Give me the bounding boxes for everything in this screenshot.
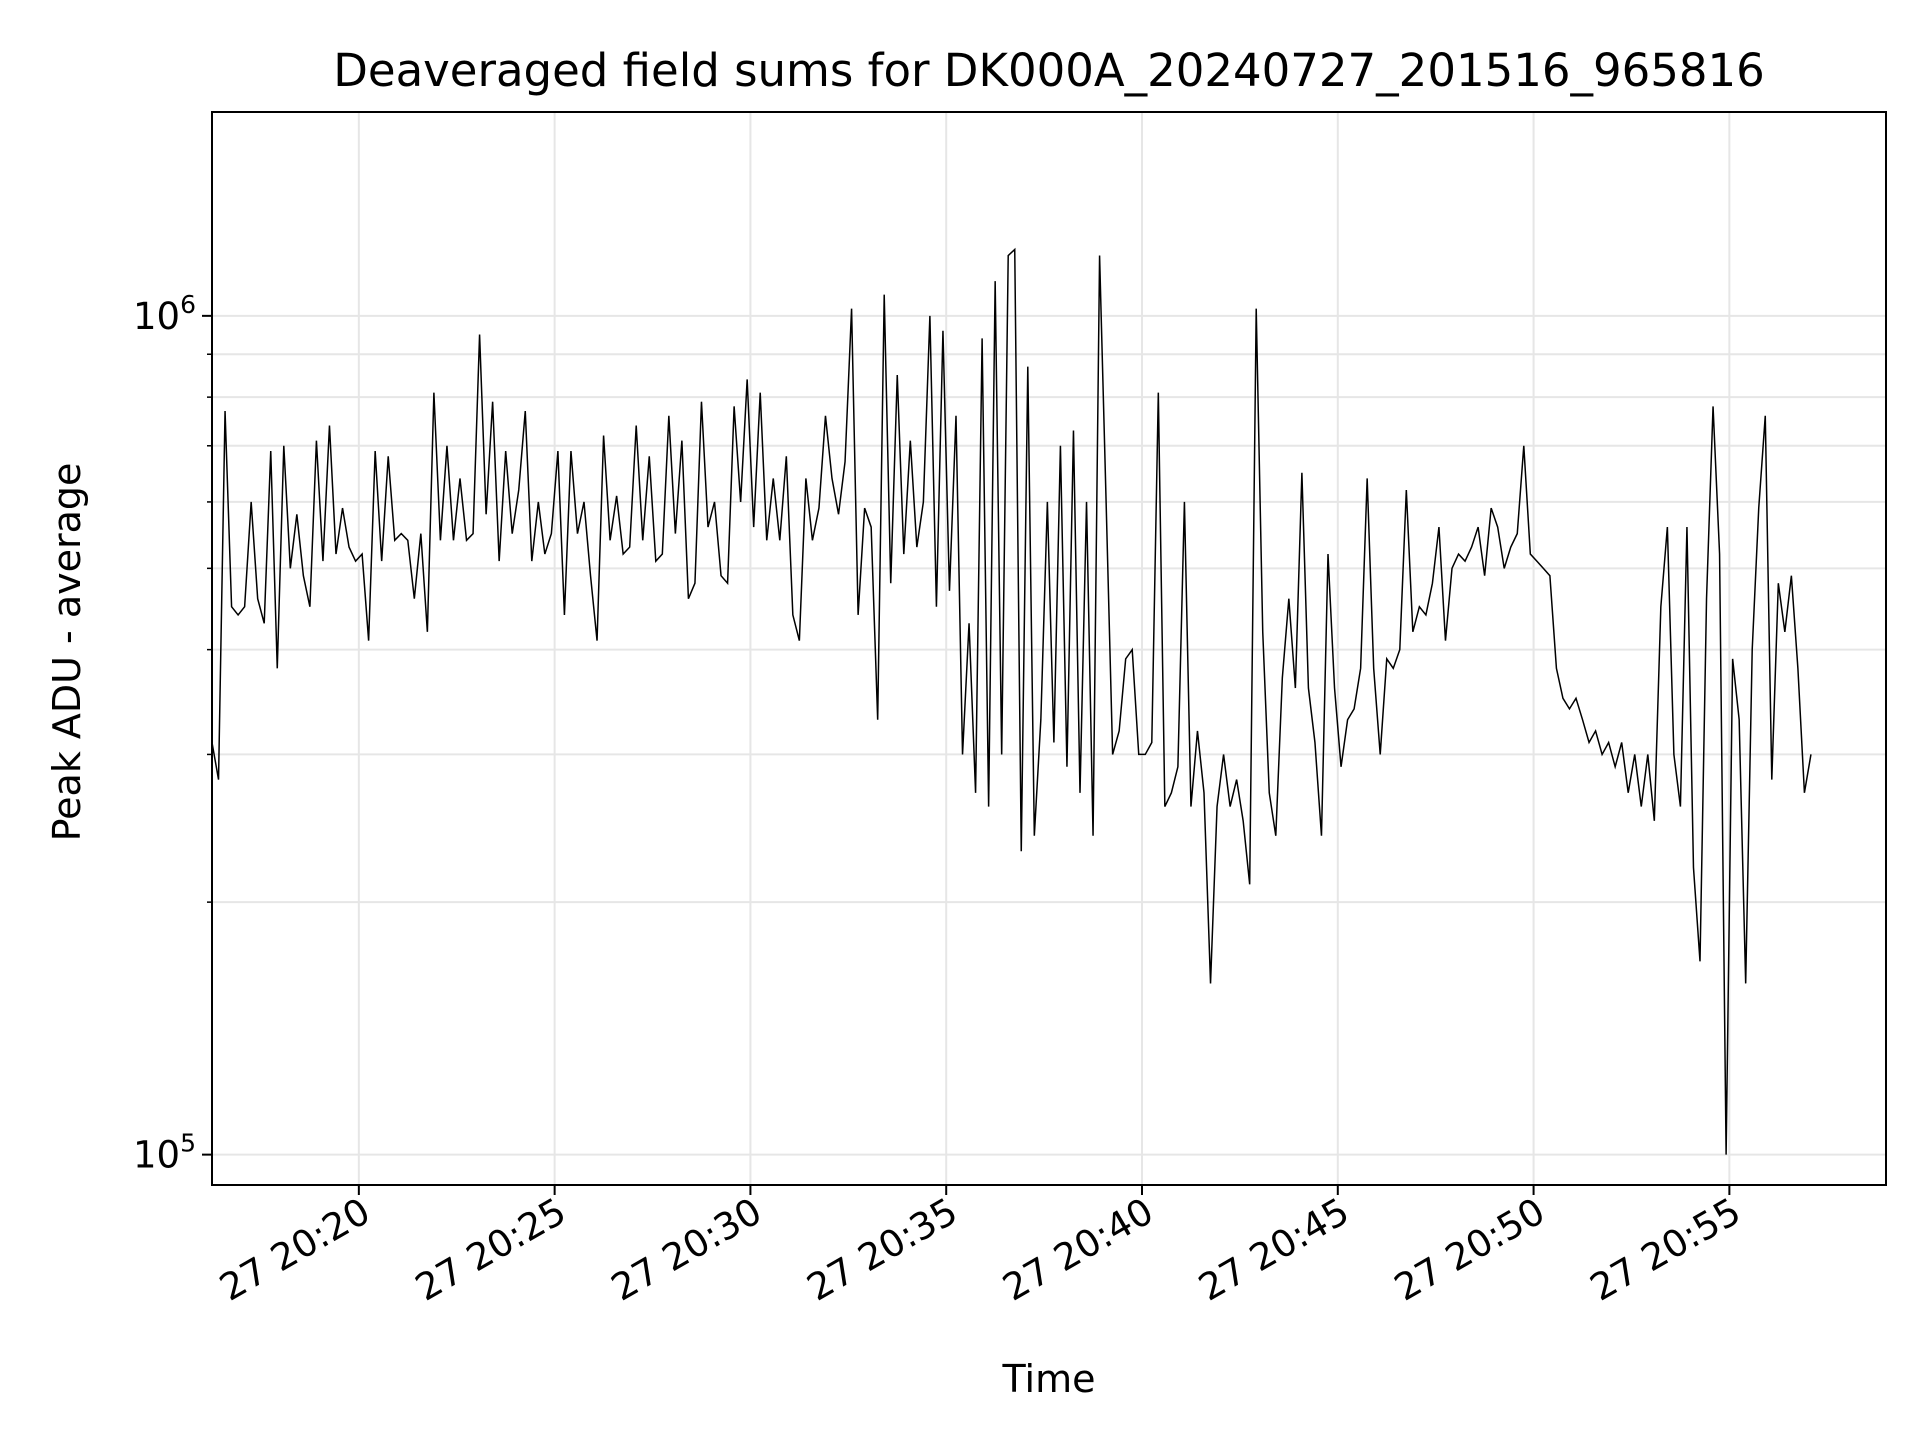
y-tick-label: 106 xyxy=(133,290,196,338)
chart-title: Deaveraged field sums for DK000A_2024072… xyxy=(333,44,1765,97)
series-line xyxy=(212,247,1812,1155)
axes-frame xyxy=(211,111,1887,1186)
y-tick-label: 105 xyxy=(133,1129,196,1177)
plot-area xyxy=(212,247,1812,1155)
x-axis-label: Time xyxy=(1002,1357,1096,1401)
y-axis-label: Peak ADU - average xyxy=(45,463,89,842)
